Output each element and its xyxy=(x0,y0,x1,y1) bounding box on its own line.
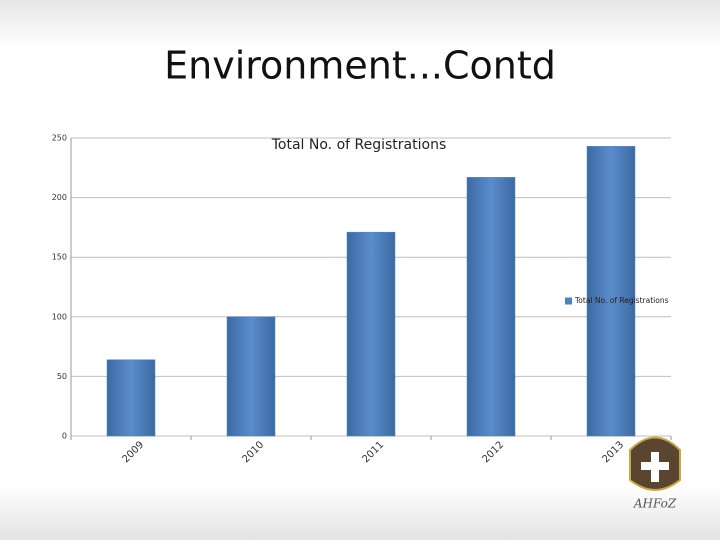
bar xyxy=(346,231,396,437)
y-tick-label: 250 xyxy=(52,134,67,143)
y-tick-label: 150 xyxy=(52,253,67,262)
y-tick-label: 200 xyxy=(52,193,67,202)
chart-title: Total No. of Registrations xyxy=(271,137,447,153)
legend-label: Total No. of Registrations xyxy=(574,296,669,305)
y-tick-label: 50 xyxy=(57,372,67,381)
logo-cross xyxy=(641,462,669,470)
bar xyxy=(586,146,636,437)
bar xyxy=(466,177,516,437)
logo: AHFoZ xyxy=(629,436,681,511)
bar xyxy=(106,359,156,437)
bar xyxy=(226,316,276,437)
slide-title: Environment...Contd xyxy=(164,44,556,88)
y-tick-label: 0 xyxy=(62,432,67,441)
y-tick-label: 100 xyxy=(52,312,67,321)
logo-text: AHFoZ xyxy=(633,497,677,511)
legend-swatch xyxy=(565,297,572,305)
